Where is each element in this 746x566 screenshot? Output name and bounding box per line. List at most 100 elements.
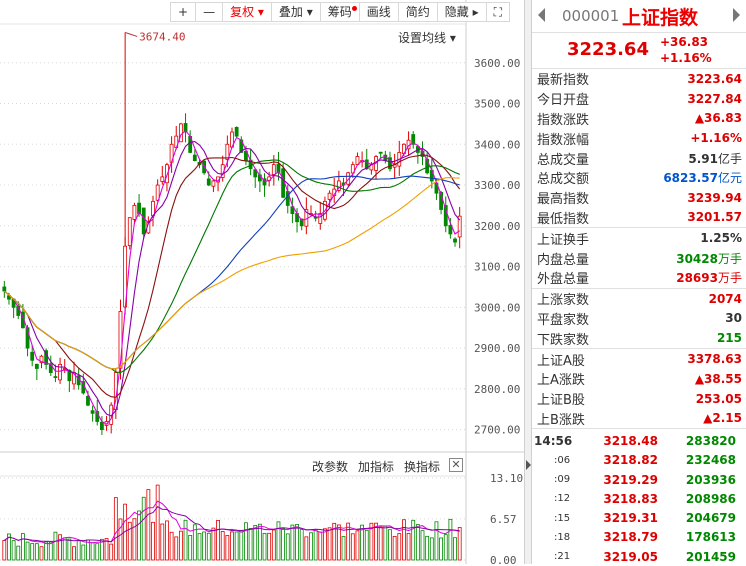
volume-bar <box>374 522 378 561</box>
volume-bar <box>244 522 248 561</box>
stat-row: 上证A股 3378.63 <box>532 349 746 369</box>
volume-bar <box>453 537 457 561</box>
volume-bar <box>44 541 49 561</box>
volume-bar <box>151 521 155 561</box>
volume-bar <box>369 522 374 561</box>
stat-value: 215 <box>717 331 742 345</box>
volume-bar <box>30 543 35 561</box>
stat-row: 内盘总量 30428万手 <box>532 248 746 268</box>
stat-label: 指数涨幅 <box>537 132 590 148</box>
volume-bar <box>188 534 193 561</box>
chips-button[interactable]: 筹码 <box>321 3 360 21</box>
volume-bar <box>448 518 453 561</box>
tick-volume: 203936 <box>685 472 736 487</box>
stat-row: 今日开盘 3227.84 <box>532 89 746 109</box>
simple-button[interactable]: 简约 <box>399 3 438 21</box>
candle-body <box>206 178 211 186</box>
stat-value-number: 3223.64 <box>687 71 742 86</box>
volume-bar <box>225 534 230 561</box>
volume-bar <box>146 489 151 561</box>
volume-bar <box>72 546 76 561</box>
stat-value-number: 5.91 <box>688 151 718 166</box>
volume-bar <box>290 524 295 561</box>
volume-bar <box>95 543 100 561</box>
draw-line-button[interactable]: 画线 <box>360 3 399 21</box>
candle-body <box>192 154 197 161</box>
set-ma-dropdown[interactable]: 设置均线 ▾ <box>398 31 456 45</box>
candle-body <box>2 286 7 292</box>
candle-body <box>281 168 286 198</box>
stat-row: 最高指数 3239.94 <box>532 188 746 208</box>
volume-bar <box>90 542 95 561</box>
adjust-dropdown[interactable]: 复权 ▾ <box>223 3 272 21</box>
tick-row: 14:56 3218.48 283820 <box>532 431 746 450</box>
panel-collapse-handle[interactable] <box>524 0 532 564</box>
stat-value-number: 30 <box>725 311 742 326</box>
add-indicator-button[interactable]: 加指标 <box>358 460 395 474</box>
tick-price: 3218.79 <box>603 530 658 545</box>
volume-bar <box>132 518 137 561</box>
stat-label: 上B涨跌 <box>537 412 585 428</box>
candle-body <box>53 376 58 378</box>
kline-chart[interactable]: 3600.00 3500.00 3400.00 3300.00 3200.00 3100.… <box>0 0 524 564</box>
candle-body <box>271 164 276 175</box>
next-stock-icon[interactable] <box>733 8 740 22</box>
quote-header: 000001 上证指数 <box>532 0 746 33</box>
kline-chart-area[interactable]: 3600.00 3500.00 3400.00 3300.00 3200.00 3100.… <box>0 0 526 564</box>
volume-bar <box>253 525 258 561</box>
tick-price: 3218.83 <box>603 491 658 506</box>
modify-params-button[interactable]: 改参数 <box>312 460 349 474</box>
tick-volume: 178613 <box>685 530 736 545</box>
tick-row: :18 3218.79 178613 <box>532 528 746 547</box>
volume-bar <box>262 532 267 561</box>
fullscreen-button[interactable]: ⛶ <box>493 5 503 19</box>
price-tick-label: 3400.00 <box>474 138 520 151</box>
volume-bar <box>2 540 7 561</box>
volume-bar <box>425 535 430 561</box>
volume-bar <box>378 526 383 561</box>
candle-body <box>155 184 160 201</box>
volume-bar <box>434 521 439 561</box>
volume-bar <box>137 510 141 561</box>
volume-bar <box>411 519 416 561</box>
candle-body <box>378 151 383 154</box>
volume-bar <box>16 545 21 561</box>
price-change-block: +36.83 +1.16% <box>660 34 712 66</box>
candle-body <box>443 205 448 227</box>
tick-time: :15 <box>554 512 571 524</box>
zoom-out-button[interactable]: — <box>196 3 224 21</box>
volume-bar <box>155 484 160 561</box>
change-indicator-button[interactable]: 换指标 <box>404 460 441 474</box>
prev-stock-icon[interactable] <box>538 8 545 22</box>
stat-row: 总成交量 5.91亿手 <box>532 148 746 168</box>
price-tick-label: 3100.00 <box>474 261 520 274</box>
price-tick-label: 3600.00 <box>474 57 520 70</box>
zoom-in-button[interactable]: + <box>171 3 197 21</box>
candle-body <box>318 213 323 224</box>
tick-volume: 204679 <box>685 511 736 526</box>
candle-body <box>39 355 44 364</box>
vol-ma10-line <box>4 506 460 543</box>
ma10-line <box>3 141 461 417</box>
stat-row: 外盘总量 28693万手 <box>532 268 746 288</box>
volume-bar <box>58 534 62 561</box>
volume-bar <box>313 529 318 561</box>
hide-button[interactable]: 隐藏 ▸ <box>438 3 487 21</box>
candle-body <box>30 351 35 361</box>
volume-bar <box>109 543 114 561</box>
ma5-line <box>3 129 461 425</box>
volume-bar <box>165 520 169 561</box>
volume-bar <box>220 531 225 561</box>
candle-body <box>388 157 392 170</box>
candle-body <box>457 215 462 238</box>
candle-body <box>453 238 457 243</box>
volume-bar <box>169 531 174 561</box>
volume-bar <box>118 518 123 561</box>
overlay-dropdown[interactable]: 叠加 ▾ <box>272 3 321 21</box>
stat-value-number: 215 <box>716 331 742 346</box>
volume-bar <box>267 532 272 561</box>
stat-row: 上证B股 253.05 <box>532 389 746 409</box>
volume-bar <box>443 534 448 561</box>
stat-value-number: 6823.57 <box>663 171 718 186</box>
close-indicator-icon[interactable]: ✕ <box>449 458 463 472</box>
